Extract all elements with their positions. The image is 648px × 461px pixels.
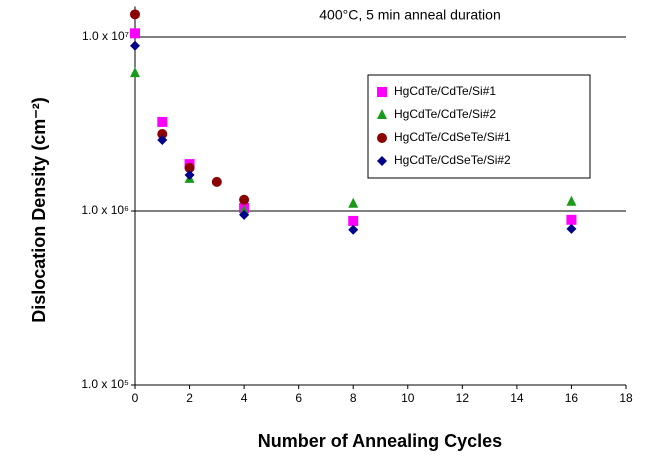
x-tick-label: 16: [565, 391, 579, 405]
legend-label: HgCdTe/CdSeTe/Si#1: [394, 130, 511, 144]
legend-label: HgCdTe/CdTe/Si#1: [394, 84, 496, 98]
legend-label: HgCdTe/CdSeTe/Si#2: [394, 153, 511, 167]
marker: [566, 223, 577, 234]
marker: [157, 134, 168, 145]
legend-marker: [377, 87, 387, 97]
marker: [130, 40, 140, 51]
x-tick-label: 4: [241, 391, 248, 405]
marker: [348, 197, 359, 208]
marker: [211, 176, 222, 187]
legend-marker: [377, 109, 387, 119]
marker: [130, 28, 140, 39]
y-tick-label: 1.0 x 10⁶: [81, 203, 129, 217]
marker: [348, 224, 359, 235]
x-axis-label: Number of Annealing Cycles: [258, 431, 502, 451]
x-tick-label: 2: [186, 391, 193, 405]
marker: [184, 170, 195, 181]
marker: [239, 194, 250, 205]
legend-marker: [377, 133, 387, 143]
legend-marker: [377, 156, 387, 166]
marker: [566, 214, 577, 225]
marker: [348, 215, 359, 226]
chart-title: 400°C, 5 min anneal duration: [319, 7, 501, 23]
x-tick-label: 14: [510, 391, 524, 405]
y-tick-label: 1.0 x 10⁷: [82, 29, 129, 43]
marker: [157, 129, 168, 140]
x-tick-label: 6: [295, 391, 302, 405]
marker: [130, 9, 140, 20]
x-tick-label: 0: [132, 391, 139, 405]
marker: [239, 209, 250, 220]
legend-label: HgCdTe/CdTe/Si#2: [394, 107, 496, 121]
x-tick-label: 8: [350, 391, 357, 405]
marker: [157, 116, 168, 127]
y-axis-label: Dislocation Density (cm⁻²): [29, 97, 49, 323]
legend-box: [367, 74, 591, 179]
marker: [566, 195, 577, 206]
x-tick-label: 12: [456, 391, 470, 405]
x-tick-label: 10: [401, 391, 415, 405]
y-tick-label: 1.0 x 10⁵: [81, 377, 129, 391]
marker: [184, 162, 195, 173]
x-tick-label: 18: [619, 391, 633, 405]
marker: [130, 67, 140, 78]
